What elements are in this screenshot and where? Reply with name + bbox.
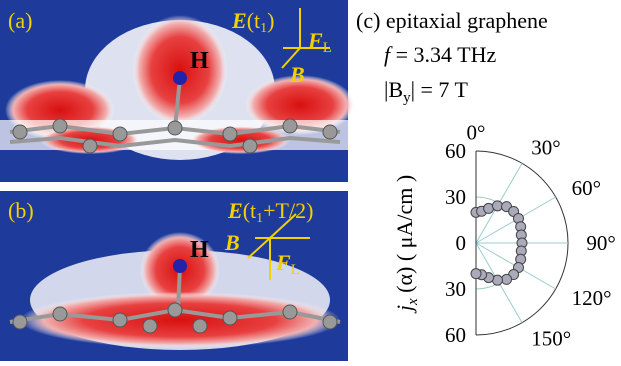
b-label: B (224, 230, 240, 255)
r-tick-label: 60 (445, 323, 466, 347)
panel-label: (c) epitaxial graphene (356, 8, 548, 33)
field-label: E(t1) (231, 8, 274, 36)
atom-label: H (190, 237, 209, 263)
data-point (501, 273, 513, 285)
panel-label: (a) (8, 8, 32, 33)
data-point (491, 200, 503, 212)
panel-c: (c) epitaxial graphene f = 3.34 THz |By|… (356, 8, 616, 351)
panel-b: (b) H E(t1+T/2) FL B (0, 191, 348, 361)
angle-tick-label: 120° (572, 286, 612, 310)
angle-tick-label: 0° (467, 121, 486, 145)
r-tick-label: 0 (456, 231, 467, 255)
b-label: B (289, 62, 305, 87)
frequency: f = 3.34 THz (384, 42, 496, 67)
panel-a: (a) H E(t1) FL B (0, 0, 355, 182)
magnetic-field: |By| = 7 T (384, 77, 468, 106)
r-tick-label: 60 (445, 139, 466, 163)
force-label: FL (275, 250, 300, 278)
angle-tick-label: 30° (531, 135, 560, 159)
data-point (470, 268, 482, 280)
atom-label: H (190, 48, 209, 74)
angle-tick-label: 150° (531, 327, 571, 351)
field-label: E(t1+T/2) (227, 198, 313, 226)
angle-tick-label: 60° (572, 176, 601, 200)
y-axis-label: jx (α) ( μA/cm ) (392, 175, 421, 314)
panel-label: (b) (8, 198, 34, 223)
r-tick-label: 30 (445, 277, 466, 301)
r-tick-label: 30 (445, 185, 466, 209)
angle-tick-label: 90° (586, 231, 615, 255)
